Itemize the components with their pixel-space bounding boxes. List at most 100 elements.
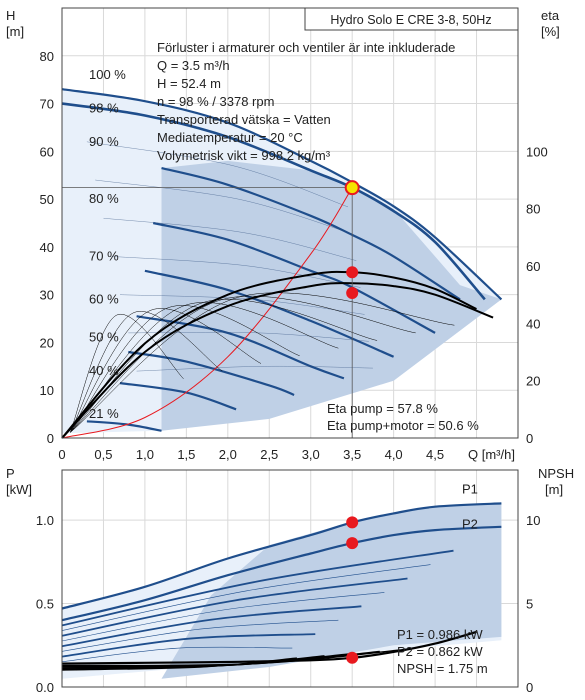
speed-label: 40 % xyxy=(89,363,119,378)
bottom-tick-labels: 0.0 0.5 1.0 0 5 10 P1 P2 xyxy=(36,481,541,695)
y-tick-label: 20 xyxy=(40,335,54,350)
speed-label: 50 % xyxy=(89,330,119,345)
series-label-p2: P2 xyxy=(462,516,478,531)
y-tick-label: 40 xyxy=(40,240,54,255)
thin-speed-line xyxy=(136,365,373,372)
power-curve-P1 xyxy=(61,502,502,610)
x-tick-label: 0,5 xyxy=(94,447,112,462)
marker-p1 xyxy=(346,516,359,529)
bottom-y2-tick-label: 0 xyxy=(526,680,533,695)
bottom-power-curves xyxy=(61,502,502,671)
y2-tick-label: 60 xyxy=(526,259,540,274)
speed-label: 70 % xyxy=(89,248,119,263)
y-tick-label: 80 xyxy=(40,49,54,64)
power-curve-speed xyxy=(61,646,293,663)
speed-label: 90 % xyxy=(89,134,119,149)
power-curve-speed xyxy=(61,564,431,631)
eta-curve-thin xyxy=(70,311,223,433)
speed-label: 100 % xyxy=(89,67,126,82)
bottom-ylabel-p-unit: [kW] xyxy=(6,482,32,497)
bottom-notes: P1 = 0.986 kW P2 = 0.862 kW NPSH = 1.75 m xyxy=(397,627,488,676)
bottom-note: P1 = 0.986 kW xyxy=(397,627,483,642)
note-line: H = 52.4 m xyxy=(157,76,221,91)
bottom-y-tick-label: 1.0 xyxy=(36,513,54,528)
eta-notes: Eta pump = 57.8 % Eta pump+motor = 50.6 % xyxy=(327,401,479,433)
eta-curve-thin xyxy=(70,295,416,433)
y2-tick-label: 0 xyxy=(526,431,533,446)
eta-curve-thin xyxy=(70,314,184,433)
x-tick-label: 4,5 xyxy=(426,447,444,462)
region-dark xyxy=(161,160,502,431)
bottom-note: NPSH = 1.75 m xyxy=(397,661,488,676)
y-tick-label: 50 xyxy=(40,192,54,207)
x-tick-label: 1,5 xyxy=(177,447,195,462)
x-tick-label: 3,0 xyxy=(302,447,320,462)
eta-curve-thin xyxy=(70,292,455,433)
eta-curve-thin xyxy=(70,308,262,433)
speed-label: 60 % xyxy=(89,291,119,306)
top-notes: Förluster i armaturer och ventiler är in… xyxy=(157,40,455,163)
x-tick-label: 2,5 xyxy=(260,447,278,462)
note-line: Q = 3.5 m³/h xyxy=(157,58,230,73)
top-speed-labels: 100 % 98 % 90 % 80 % 70 % 60 % 50 % 40 % 21 % xyxy=(89,67,126,421)
power-curve-speed xyxy=(61,592,385,642)
note-line: n = 98 % / 3378 rpm xyxy=(157,94,274,109)
top-efficiency-curves xyxy=(61,270,494,439)
thin-speed-line xyxy=(111,256,361,288)
top-ylabel-h: H xyxy=(6,8,15,23)
power-curve-speed xyxy=(61,577,408,637)
y2-tick-label: 80 xyxy=(526,202,540,217)
bottom-ylabel-npsh-unit: [m] xyxy=(545,482,563,497)
speed-label: 98 % xyxy=(89,100,119,115)
npsh-curve xyxy=(61,630,477,665)
head-curve-50pct xyxy=(128,350,295,397)
power-curve-speed xyxy=(61,619,339,652)
y-tick-label: 70 xyxy=(40,97,54,112)
y2-tick-label: 40 xyxy=(526,316,540,331)
operating-point-marker xyxy=(344,180,360,196)
note-line: Mediatemperatur = 20 °C xyxy=(157,130,303,145)
top-operating-region xyxy=(62,89,502,434)
top-tick-labels: 0 0,5 1,0 1,5 2,0 2,5 3,0 3,5 4,0 4,5 0 10 20 30 40 50 6… xyxy=(40,49,548,462)
thin-speed-line xyxy=(103,217,357,261)
x-tick-label: 2,0 xyxy=(219,447,237,462)
y2-tick-label: 100 xyxy=(526,144,548,159)
top-head-curves xyxy=(61,88,503,439)
speed-label: 21 % xyxy=(89,406,119,421)
bottom-y2-tick-label: 10 xyxy=(526,513,540,528)
eta-note: Eta pump+motor = 50.6 % xyxy=(327,418,479,433)
title-box xyxy=(304,7,519,31)
marker-npsh xyxy=(346,651,359,664)
x-tick-label: 1,0 xyxy=(136,447,154,462)
bottom-ylabel-p: P xyxy=(6,466,15,481)
series-label-p1: P1 xyxy=(462,481,478,496)
head-curve-98pct xyxy=(61,102,486,301)
marker-p2 xyxy=(346,537,359,550)
top-ylabel-eta: eta xyxy=(541,8,560,23)
bottom-y-tick-label: 0.5 xyxy=(36,597,54,612)
y2-tick-label: 20 xyxy=(526,374,540,389)
head-curve-100pct xyxy=(61,88,503,301)
top-ylabel-h-unit: [m] xyxy=(6,24,24,39)
bottom-ylabel-npsh: NPSH xyxy=(538,466,574,481)
eta-point-marker-2 xyxy=(346,286,359,299)
thin-speed-line xyxy=(86,141,349,208)
system-curve xyxy=(61,187,353,439)
eta-point-marker-1 xyxy=(346,266,359,279)
thin-speed-line xyxy=(95,179,353,235)
bottom-y2-tick-label: 5 xyxy=(526,597,533,612)
top-ylabel-eta-unit: [%] xyxy=(541,24,560,39)
head-curve-80pct xyxy=(152,221,436,334)
top-markers xyxy=(62,180,360,438)
thin-speed-line xyxy=(119,294,365,315)
head-curve-90pct xyxy=(161,167,461,301)
x-axis-label: Q [m³/h] xyxy=(468,447,515,462)
bottom-markers xyxy=(346,516,359,664)
eta-curve-thin xyxy=(70,305,300,433)
speed-label: 80 % xyxy=(89,191,119,206)
power-curve-speed xyxy=(61,549,454,627)
y-tick-label: 0 xyxy=(47,431,54,446)
eta-curve-thin xyxy=(70,302,339,433)
bottom-plot-frame xyxy=(61,469,519,688)
